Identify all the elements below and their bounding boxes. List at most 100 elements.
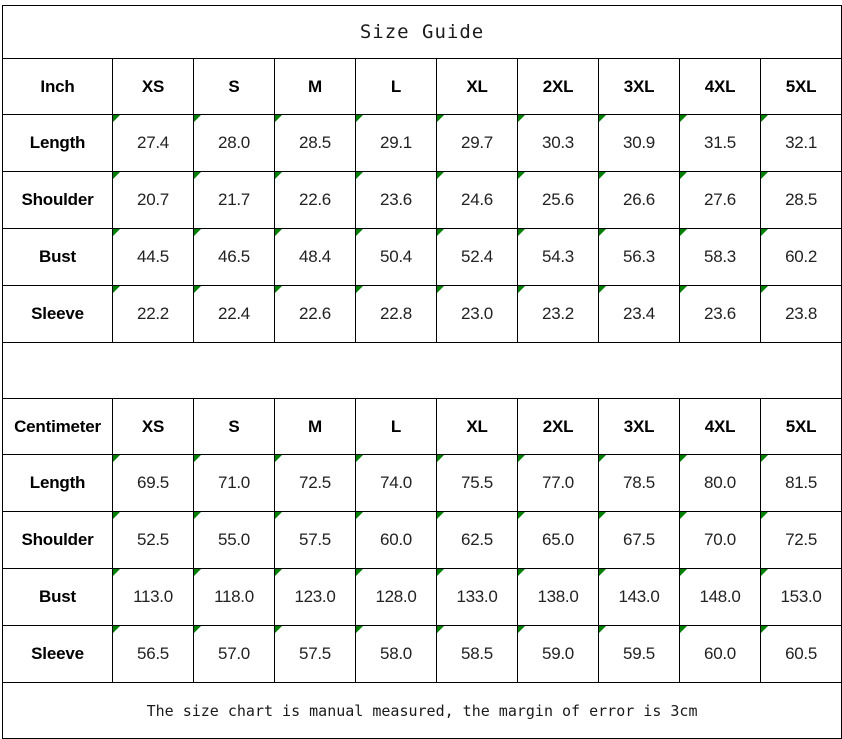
measurement-value: 60.0 bbox=[679, 625, 761, 683]
green-corner-flag-icon bbox=[437, 286, 444, 293]
green-corner-flag-icon bbox=[437, 172, 444, 179]
cell-value: 60.0 bbox=[704, 644, 736, 663]
measurement-value: 57.5 bbox=[274, 511, 356, 569]
cell-value: 77.0 bbox=[542, 473, 574, 492]
cell-value: 29.7 bbox=[461, 133, 493, 152]
size-header-3xl: 3XL bbox=[598, 398, 680, 455]
cell-value: 27.4 bbox=[137, 133, 169, 152]
green-corner-flag-icon bbox=[599, 286, 606, 293]
cell-value: 133.0 bbox=[456, 587, 498, 606]
size-guide-body: Size Guide Inch XS S M L XL 2XL 3XL 4XL 5XL Length 2… bbox=[1, 5, 842, 739]
measurement-value: 77.0 bbox=[517, 454, 599, 512]
measurement-value: 72.5 bbox=[274, 454, 356, 512]
table-separator bbox=[1, 342, 842, 399]
cell-value: 22.4 bbox=[218, 304, 250, 323]
size-header-3xl: 3XL bbox=[598, 58, 680, 115]
size-guide-table: Size Guide Inch XS S M L XL 2XL 3XL 4XL 5XL Length 2… bbox=[1, 5, 842, 739]
measurement-value: 22.4 bbox=[193, 285, 275, 343]
cell-value: 70.0 bbox=[704, 530, 736, 549]
green-corner-flag-icon bbox=[113, 626, 120, 633]
green-corner-flag-icon bbox=[599, 569, 606, 576]
green-corner-flag-icon bbox=[518, 569, 525, 576]
measurement-value: 28.5 bbox=[759, 171, 842, 229]
footer-note: The size chart is manual measured, the m… bbox=[1, 682, 842, 739]
green-corner-flag-icon bbox=[518, 455, 525, 462]
header-row-inch: Inch XS S M L XL 2XL 3XL 4XL 5XL bbox=[2, 58, 842, 115]
green-corner-flag-icon bbox=[113, 569, 120, 576]
measurement-value: 59.5 bbox=[598, 625, 680, 683]
measurement-value: 52.4 bbox=[436, 228, 518, 286]
cell-value: 69.5 bbox=[137, 473, 169, 492]
measurement-value: 44.5 bbox=[112, 228, 194, 286]
green-corner-flag-icon bbox=[275, 229, 282, 236]
size-header-s: S bbox=[193, 58, 275, 115]
measurement-value: 56.3 bbox=[598, 228, 680, 286]
cell-value: 22.6 bbox=[299, 304, 331, 323]
measurement-value: 20.7 bbox=[112, 171, 194, 229]
measurement-value: 22.6 bbox=[274, 171, 356, 229]
green-corner-flag-icon bbox=[113, 455, 120, 462]
measurement-value: 32.1 bbox=[759, 114, 842, 172]
header-row-centimeter: Centimeter XS S M L XL 2XL 3XL 4XL 5XL bbox=[2, 398, 842, 455]
green-corner-flag-icon bbox=[680, 286, 687, 293]
cell-value: 24.6 bbox=[461, 190, 493, 209]
green-corner-flag-icon bbox=[680, 455, 687, 462]
cell-value: 55.0 bbox=[218, 530, 250, 549]
measurement-value: 81.5 bbox=[759, 454, 842, 512]
green-corner-flag-icon bbox=[599, 115, 606, 122]
size-header-l: L bbox=[355, 58, 437, 115]
measurement-value: 22.8 bbox=[355, 285, 437, 343]
cell-value: 52.4 bbox=[461, 247, 493, 266]
measurement-value: 46.5 bbox=[193, 228, 275, 286]
size-header-4xl: 4XL bbox=[679, 58, 761, 115]
page-title: Size Guide bbox=[1, 5, 842, 59]
size-header-5xl: 5XL bbox=[759, 58, 842, 115]
cell-value: 113.0 bbox=[133, 587, 173, 606]
cell-value: 31.5 bbox=[704, 133, 736, 152]
cell-value: 71.0 bbox=[218, 473, 250, 492]
cell-value: 54.3 bbox=[542, 247, 574, 266]
cell-value: 60.2 bbox=[785, 247, 817, 266]
measurement-value: 56.5 bbox=[112, 625, 194, 683]
measurement-value: 78.5 bbox=[598, 454, 680, 512]
measurement-value: 23.6 bbox=[679, 285, 761, 343]
footer-note-row: The size chart is manual measured, the m… bbox=[1, 682, 842, 739]
size-header-2xl: 2XL bbox=[517, 398, 599, 455]
cell-value: 50.4 bbox=[380, 247, 412, 266]
measurement-value: 23.4 bbox=[598, 285, 680, 343]
green-corner-flag-icon bbox=[437, 626, 444, 633]
green-corner-flag-icon bbox=[761, 512, 768, 519]
green-corner-flag-icon bbox=[680, 229, 687, 236]
cell-value: 128.0 bbox=[375, 587, 417, 606]
green-corner-flag-icon bbox=[113, 229, 120, 236]
green-corner-flag-icon bbox=[518, 115, 525, 122]
measurement-value: 67.5 bbox=[598, 511, 680, 569]
title-row: Size Guide bbox=[1, 5, 842, 59]
size-header-4xl: 4XL bbox=[679, 398, 761, 455]
cell-value: 58.3 bbox=[704, 247, 736, 266]
cell-value: 30.3 bbox=[542, 133, 574, 152]
cell-value: 138.0 bbox=[537, 587, 579, 606]
cell-value: 78.5 bbox=[623, 473, 655, 492]
measurement-label: Length bbox=[2, 114, 113, 172]
green-corner-flag-icon bbox=[275, 286, 282, 293]
cell-value: 56.3 bbox=[623, 247, 655, 266]
green-corner-flag-icon bbox=[275, 512, 282, 519]
measurement-value: 74.0 bbox=[355, 454, 437, 512]
cell-value: 65.0 bbox=[542, 530, 574, 549]
unit-header: Inch bbox=[2, 58, 113, 115]
size-header-m: M bbox=[274, 58, 356, 115]
measurement-value: 71.0 bbox=[193, 454, 275, 512]
green-corner-flag-icon bbox=[356, 286, 363, 293]
measurement-value: 28.0 bbox=[193, 114, 275, 172]
measurement-value: 57.0 bbox=[193, 625, 275, 683]
measurement-value: 65.0 bbox=[517, 511, 599, 569]
cell-value: 23.4 bbox=[623, 304, 655, 323]
measurement-row: Bust 44.5 46.5 48.4 50.4 52.4 54.3 56.3 58.3 60.2 bbox=[2, 228, 842, 286]
size-header-xs: XS bbox=[112, 398, 194, 455]
green-corner-flag-icon bbox=[518, 626, 525, 633]
green-corner-flag-icon bbox=[518, 172, 525, 179]
cell-value: 22.2 bbox=[137, 304, 169, 323]
cell-value: 28.5 bbox=[785, 190, 817, 209]
measurement-value: 59.0 bbox=[517, 625, 599, 683]
